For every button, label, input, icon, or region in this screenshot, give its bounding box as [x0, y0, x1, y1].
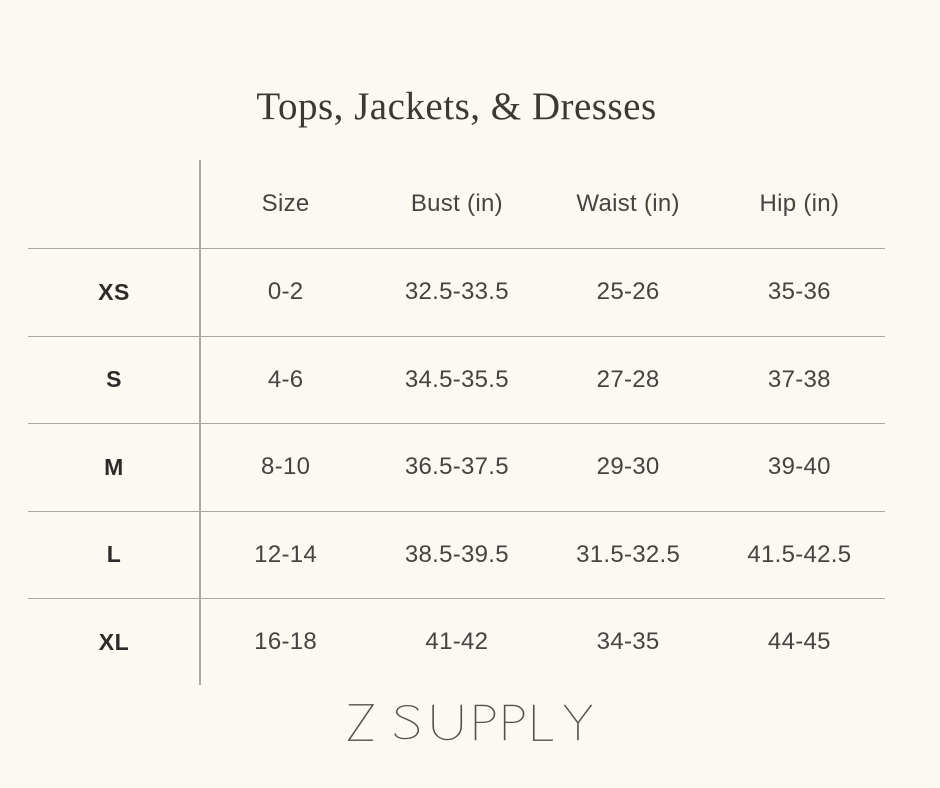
cell-waist: 27-28 — [596, 365, 660, 393]
column-header-size: Size — [261, 190, 310, 217]
cell-hip: 44-45 — [767, 628, 831, 656]
column-header-waist: Waist (in) — [576, 190, 680, 217]
cell-size: 16-18 — [254, 628, 318, 656]
logo-letter-y — [563, 704, 592, 741]
logo-letter-z — [348, 704, 375, 741]
logo-letter-p1 — [474, 704, 496, 741]
row-label: M — [104, 453, 124, 480]
cell-size: 12-14 — [254, 540, 318, 568]
logo-letter-s — [394, 704, 420, 740]
cell-hip: 37-38 — [767, 365, 831, 393]
cell-size: 4-6 — [267, 365, 304, 393]
logo-letter-p2 — [503, 704, 525, 741]
column-header-hip: Hip (in) — [759, 190, 840, 217]
cell-waist: 31.5-32.5 — [576, 540, 681, 568]
row-label: XL — [98, 628, 130, 655]
z-supply-logo — [348, 704, 592, 741]
page-title: Tops, Jackets, & Dresses — [256, 85, 657, 128]
row-label: XS — [98, 278, 130, 305]
row-label: S — [106, 366, 122, 393]
cell-bust: 38.5-39.5 — [404, 540, 509, 568]
cell-size: 8-10 — [261, 453, 311, 481]
cell-hip: 41.5-42.5 — [747, 540, 852, 568]
cell-bust: 34.5-35.5 — [404, 365, 509, 393]
column-header-bust: Bust (in) — [410, 190, 503, 217]
cell-size: 0-2 — [267, 278, 304, 306]
header-row: Size Bust (in) Waist (in) Hip (in) — [28, 160, 885, 248]
table-row-s: S 4-6 34.5-35.5 27-28 37-38 — [28, 335, 885, 424]
vertical-divider — [199, 160, 201, 685]
logo-letter-u — [432, 704, 463, 741]
table-row-xs: XS 0-2 32.5-33.5 25-26 35-36 — [28, 248, 885, 336]
row-label: L — [106, 541, 122, 568]
table-row-xl: XL 16-18 41-42 34-35 44-45 — [28, 598, 885, 686]
size-chart-table: Size Bust (in) Waist (in) Hip (in) XS 0-… — [28, 160, 885, 686]
cell-waist: 29-30 — [596, 453, 660, 481]
table-row-l: L 12-14 38.5-39.5 31.5-32.5 41.5-42.5 — [28, 510, 885, 599]
cell-hip: 39-40 — [767, 453, 831, 481]
logo-letter-l — [532, 704, 553, 741]
cell-bust: 32.5-33.5 — [404, 278, 509, 306]
cell-bust: 41-42 — [425, 628, 489, 656]
cell-waist: 34-35 — [596, 628, 660, 656]
cell-hip: 35-36 — [767, 278, 831, 306]
table-row-m: M 8-10 36.5-37.5 29-30 39-40 — [28, 423, 885, 511]
cell-waist: 25-26 — [596, 278, 660, 306]
cell-bust: 36.5-37.5 — [404, 453, 509, 481]
